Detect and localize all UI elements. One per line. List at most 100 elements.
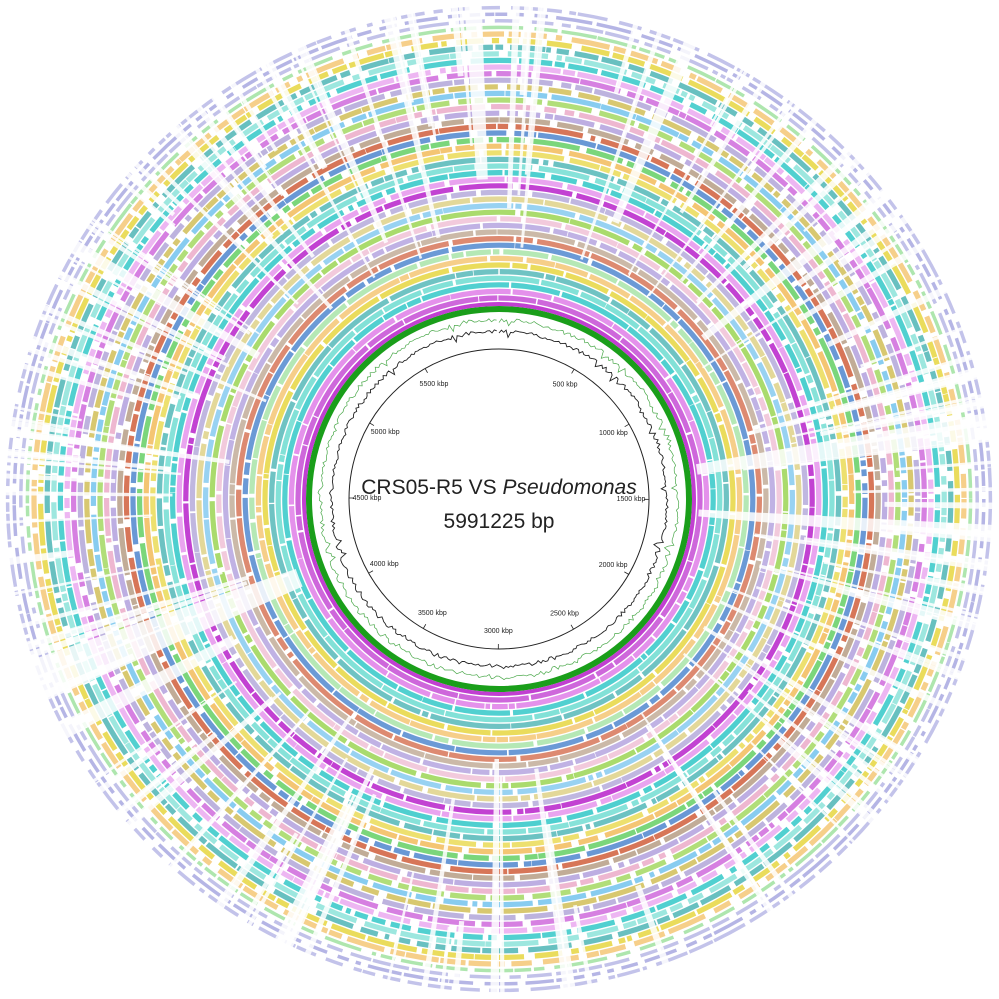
gap-wedge — [679, 109, 826, 282]
gap-wedge — [211, 715, 353, 919]
ring — [282, 282, 716, 716]
gap-wedge — [833, 186, 900, 240]
gap-wedge — [613, 13, 642, 94]
gap-wedge — [241, 757, 349, 936]
gap-wedge — [117, 696, 273, 833]
gap-wedge — [89, 743, 163, 800]
gc-content — [317, 318, 680, 681]
gap-wedge — [0, 448, 81, 462]
gap-wedge — [785, 369, 989, 427]
gap-wedge — [797, 236, 935, 323]
gap-wedge — [517, 0, 534, 196]
gap-wedge — [3, 564, 160, 598]
gc-skew-ring — [302, 302, 696, 696]
gap-wedge — [21, 568, 303, 705]
gap-wedge — [119, 691, 282, 836]
gap-wedge — [464, 0, 488, 180]
organism: Pseudomonas — [502, 476, 637, 499]
gap-wedge — [260, 50, 328, 170]
ring — [57, 57, 941, 941]
gap-wedge — [11, 360, 165, 408]
gap-wedge — [710, 642, 918, 785]
gap-wedge — [381, 6, 441, 239]
ring — [249, 249, 749, 749]
gap-wedge — [29, 309, 188, 376]
tick-mark — [368, 570, 374, 574]
gap-wedge — [580, 20, 666, 260]
center-title: CRS05-R5 VS Pseudomonas — [361, 476, 637, 499]
gap-wedge — [847, 749, 910, 796]
gap-wedge — [507, 0, 521, 209]
gap-wedge — [895, 459, 999, 471]
gap-wedge — [819, 395, 995, 437]
gap-wedge — [682, 652, 888, 826]
gap-wedge — [860, 323, 974, 368]
genome-length: 5991225 bp — [444, 510, 555, 533]
gap-wedge — [776, 737, 884, 832]
gap-wedge — [292, 35, 389, 244]
gap-wedge — [82, 211, 260, 335]
gap-wedge — [832, 364, 987, 410]
gap-wedge — [755, 585, 978, 666]
gap-wedge — [0, 426, 230, 465]
gap-wedge — [451, 920, 465, 999]
gap-wedge — [300, 793, 377, 966]
gap-wedge — [10, 571, 223, 632]
gap-wedge — [627, 60, 754, 276]
gap-wedge — [167, 115, 274, 238]
gap-wedge — [784, 567, 990, 621]
gap-wedge — [648, 91, 801, 297]
ring — [242, 242, 756, 756]
gap-wedge — [499, 775, 505, 999]
gap-wedge — [701, 223, 925, 369]
tick-label: 4000 kbp — [370, 561, 399, 568]
tick-mark — [369, 422, 375, 426]
gap-wedge — [880, 524, 999, 539]
gap-wedge — [853, 487, 999, 494]
gap-wedge — [709, 58, 750, 127]
gap-wedge — [777, 350, 984, 417]
tick-labels: 500 kbp 1000 kbp 1500 kbp 2000 kbp 2500 kbp 3… — [349, 368, 650, 650]
gap-wedge — [611, 30, 701, 224]
gap-wedge — [224, 72, 278, 152]
gap-wedge — [49, 635, 237, 744]
ring — [51, 51, 947, 947]
gap-wedge — [803, 164, 880, 233]
gap-wedge — [209, 838, 264, 915]
gap-wedge — [32, 300, 267, 403]
gap-wedge — [0, 415, 116, 437]
tick-mark — [424, 368, 428, 374]
inner-disk — [313, 313, 685, 685]
gap-wedge — [189, 96, 315, 259]
gap-wedge — [409, 1, 437, 137]
gap-wedge — [287, 39, 363, 199]
gc-skew-line — [317, 318, 680, 681]
tick-mark — [422, 623, 427, 629]
gap-wedge — [702, 625, 929, 771]
title-text: CRS05-R5 VS — [361, 476, 496, 499]
gap-wedge — [439, 926, 452, 999]
gap-wedge — [835, 587, 988, 634]
ring — [288, 288, 710, 710]
ring — [295, 295, 703, 703]
ring — [255, 255, 743, 743]
gap-wedge — [646, 724, 780, 923]
tick-label: 3500 kbp — [418, 610, 447, 617]
gap-wedge — [726, 586, 971, 685]
tick-label: 1500 kbp — [617, 496, 646, 503]
gap-wedge — [740, 95, 806, 179]
tick-label: 5500 kbp — [420, 381, 449, 388]
gap-wedge — [490, 758, 499, 999]
gap-wedge — [827, 281, 958, 348]
gap-wedge — [58, 250, 135, 295]
gap-wedge — [698, 509, 999, 543]
gap-wedge — [126, 154, 186, 210]
blast-rings — [5, 5, 993, 993]
gap-wedge — [275, 794, 356, 954]
tick-label: 5000 kbp — [371, 429, 400, 436]
gap-wedge — [111, 172, 176, 228]
gap-wedge — [695, 140, 861, 304]
ring — [262, 262, 736, 736]
